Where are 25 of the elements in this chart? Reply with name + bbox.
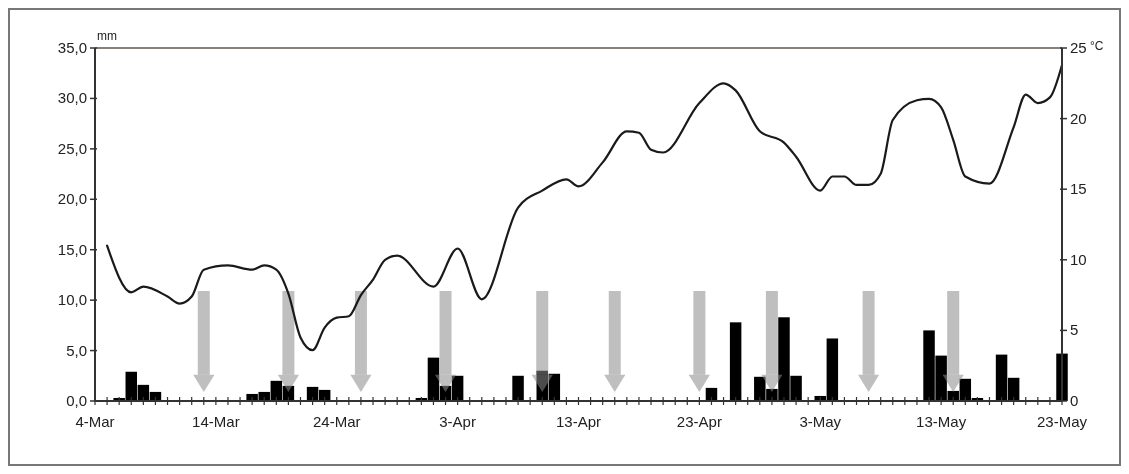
x-tick-label: 14-Mar [192,413,240,430]
y-tick-label: 15,0 [57,240,87,258]
y2-tick-label: 5 [1070,321,1079,339]
y-tick-label: 5,0 [66,341,87,359]
y-tick-label: 25,0 [57,139,87,157]
y2-tick-label: 15 [1070,180,1087,198]
y-tick-label: 0,0 [66,392,87,409]
y2-tick-label: 20 [1070,109,1087,127]
x-tick-label: 4-Mar [75,413,115,430]
x-tick-label: 24-Mar [312,413,361,430]
y-axis-title: mm [97,29,117,43]
y-tick-label: 10,0 [57,291,87,309]
x-tick-label: 23-Apr [676,413,722,430]
x-tick-label: 13-May [916,413,967,430]
y2-axis-title: °C [1090,39,1104,53]
y-tick-label: 20,0 [57,190,87,208]
x-tick-label: 23-May [1036,413,1088,430]
y2-tick-label: 10 [1070,250,1087,268]
x-tick-label: 13-Apr [555,413,602,430]
y-tick-label: 30,0 [57,89,87,107]
x-tick-label: 3-Apr [439,413,476,430]
y2-tick-label: 0 [1070,392,1079,409]
x-tick-label: 3-May [799,413,842,430]
y-tick-label: 35,0 [57,39,87,56]
y2-tick-label: 25 [1070,39,1087,56]
